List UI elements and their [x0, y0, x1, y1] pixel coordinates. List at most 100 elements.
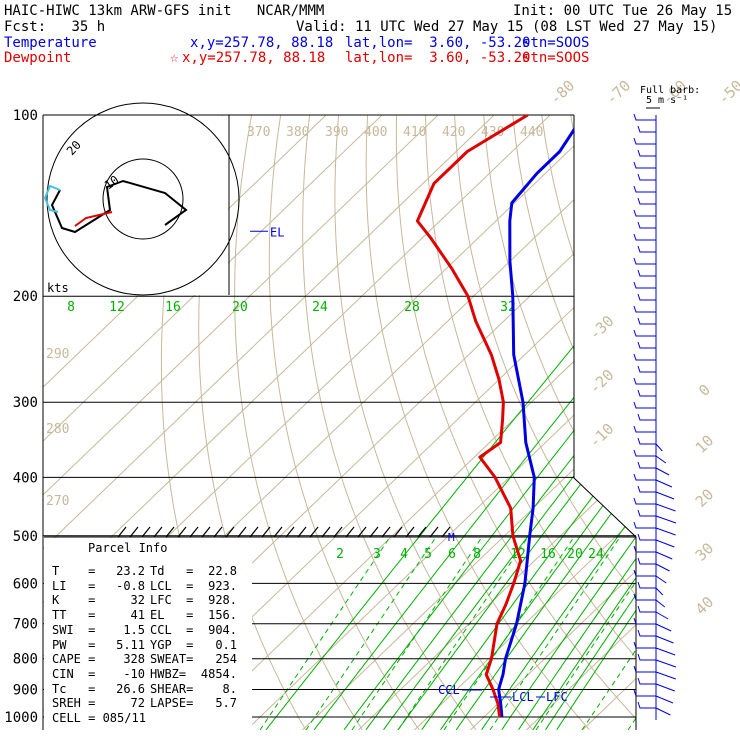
theta-label-400: 400	[364, 125, 387, 140]
parcel-cell-8-2: SHEAR=	[150, 681, 194, 696]
dry-adiabat-430	[716, 115, 740, 730]
isotherm-50	[639, 115, 740, 730]
theta-label-430: 430	[481, 125, 504, 140]
hatch-mark	[153, 526, 163, 538]
parcel-cell-0-2: Td =	[150, 564, 194, 578]
mixing-label-upper-28: 28	[404, 300, 420, 315]
hatch-mark	[165, 526, 175, 538]
saturated-adiabat-7	[581, 536, 636, 730]
mixing-label-lower-16: 16	[540, 547, 556, 562]
mixing-label-lower-24: 24	[588, 547, 604, 562]
parcel-cell-6-1: 328	[123, 652, 145, 667]
mixing-label-upper-20: 20	[232, 300, 248, 315]
hatch-mark	[381, 526, 391, 538]
hodograph-trace	[50, 179, 188, 234]
wind-barb	[637, 605, 656, 613]
hatch-mark	[285, 526, 295, 538]
pressure-label-1000: 1000	[4, 710, 38, 726]
parcel-cell-7-1: -10	[123, 666, 145, 681]
mixing-ratio-20	[501, 282, 636, 730]
dry-adiabat-390	[599, 115, 636, 730]
isotherm--20	[246, 115, 636, 730]
wind-barb-right	[655, 515, 677, 524]
hatch-mark	[225, 526, 235, 538]
parcel-cell-1-1: -0.8	[116, 578, 145, 593]
dewpoint-station: stn=SOOS	[522, 50, 590, 66]
hatch-mark	[249, 526, 259, 538]
hatch-mark	[261, 526, 271, 538]
saturated-adiabat-5	[489, 536, 621, 730]
hatch-mark	[177, 526, 187, 538]
sounding-annotations: EL M CCL LCL LFC	[250, 225, 568, 704]
hodograph-bg	[44, 116, 228, 295]
parcel-cell-7-2: HWBZ=	[150, 666, 187, 681]
wind-barb	[637, 413, 656, 421]
wind-barb	[633, 401, 656, 409]
wind-barb-right	[655, 587, 664, 596]
wind-barb	[633, 305, 656, 313]
dry-adiabat-370	[541, 115, 636, 730]
mixing-label-upper-16: 16	[165, 300, 181, 315]
dewpoint-star-icon: ☆	[170, 50, 179, 66]
pressure-label-900: 900	[13, 682, 38, 698]
wind-barb	[633, 617, 656, 625]
isotherm-lines	[43, 115, 740, 730]
lcl-label: LCL	[512, 690, 534, 704]
wind-barb	[633, 185, 656, 193]
forecast-hour: Fcst: 35 h	[4, 19, 106, 35]
hatch-mark	[141, 526, 151, 538]
wind-barb-right	[655, 443, 663, 452]
mixing-ratio-24	[518, 282, 636, 730]
parcel-cell-1-0: LI =	[52, 578, 96, 593]
parcel-cell-0-3: 22.8	[208, 564, 237, 578]
isotherm-label-40: 40	[692, 593, 717, 618]
wind-barb	[637, 581, 656, 589]
isotherm-10	[414, 115, 636, 730]
wind-barb	[637, 269, 656, 277]
mixing-ratio-36	[556, 282, 636, 730]
theta-label-410: 410	[403, 125, 426, 140]
dry-adiabat-410	[658, 115, 740, 730]
parcel-cell-6-2: SWEAT=	[150, 652, 194, 667]
wind-barb	[633, 113, 656, 121]
pressure-axis-labels: 100 200 300 400 500 600 700 800 900 1000	[4, 108, 38, 726]
dry-adiabat-420	[687, 115, 740, 730]
wind-barb-right	[655, 467, 670, 476]
isotherm-20	[470, 115, 636, 730]
wind-barb-right	[655, 503, 676, 512]
isotherm-30	[526, 115, 636, 730]
wind-barb-right	[655, 707, 671, 716]
wind-barb-right	[655, 551, 673, 560]
wind-barb	[637, 221, 656, 229]
barb-legend-title: Full barb:	[640, 85, 701, 96]
mixing-label-lower-6: 6	[448, 547, 456, 562]
parcel-cell-0-1: 23.2	[116, 564, 145, 578]
hodograph-ring-label-10: 10	[102, 173, 122, 193]
isotherm-label--20: -20	[586, 366, 618, 398]
wind-barb	[637, 461, 656, 469]
hatch-mark	[345, 526, 355, 538]
hatch-mark	[297, 526, 307, 538]
parcel-cell-8-3: 8.	[222, 681, 237, 696]
wind-barb	[633, 545, 656, 553]
mixing-ratio-6	[397, 282, 636, 730]
parcel-cell-1-3: 923.	[208, 578, 237, 593]
wind-barb-right	[655, 455, 667, 464]
wind-barb	[633, 137, 656, 145]
valid-time: Valid: 11 UTC Wed 27 May 15 (08 LST Wed …	[296, 19, 718, 35]
dry-adiabat-320	[395, 115, 636, 730]
mixing-ratio-28	[532, 282, 636, 730]
parcel-cell-1-2: LCL =	[150, 578, 194, 593]
wind-barb	[637, 149, 656, 157]
wind-barb	[637, 509, 656, 517]
temperature-legend: Temperature	[4, 35, 97, 51]
parcel-box-bg	[44, 538, 252, 730]
parcel-cell-2-3: 928.	[208, 593, 237, 608]
wind-barb	[637, 701, 656, 709]
wind-barb	[637, 317, 656, 325]
sounding-profiles	[415, 115, 574, 718]
dry-adiabat-310	[365, 115, 590, 730]
wind-barb	[633, 665, 656, 673]
theta-left-label-290: 290	[46, 347, 69, 362]
el-label: EL	[270, 225, 284, 239]
